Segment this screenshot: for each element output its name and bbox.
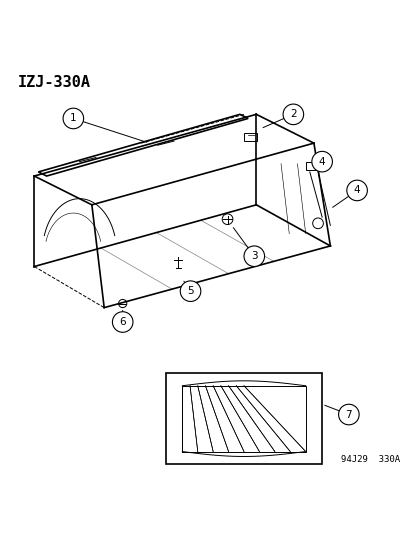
Circle shape [243,246,264,266]
Circle shape [282,104,303,125]
Text: 6: 6 [119,317,126,327]
Text: 2: 2 [290,109,296,119]
Circle shape [63,108,83,129]
Text: 4: 4 [353,185,360,196]
Text: 5: 5 [187,286,193,296]
Circle shape [180,281,200,302]
Text: 3: 3 [250,251,257,261]
Bar [166,374,321,464]
Text: 94J29  330A: 94J29 330A [340,455,399,464]
Circle shape [346,180,366,201]
Circle shape [338,404,358,425]
Bar [305,163,317,170]
Text: IZJ-330A: IZJ-330A [18,75,90,90]
Bar [243,133,256,141]
Text: 1: 1 [70,114,76,124]
Circle shape [311,151,332,172]
Text: 7: 7 [345,409,351,419]
Text: 4: 4 [318,157,325,167]
Circle shape [112,312,133,332]
